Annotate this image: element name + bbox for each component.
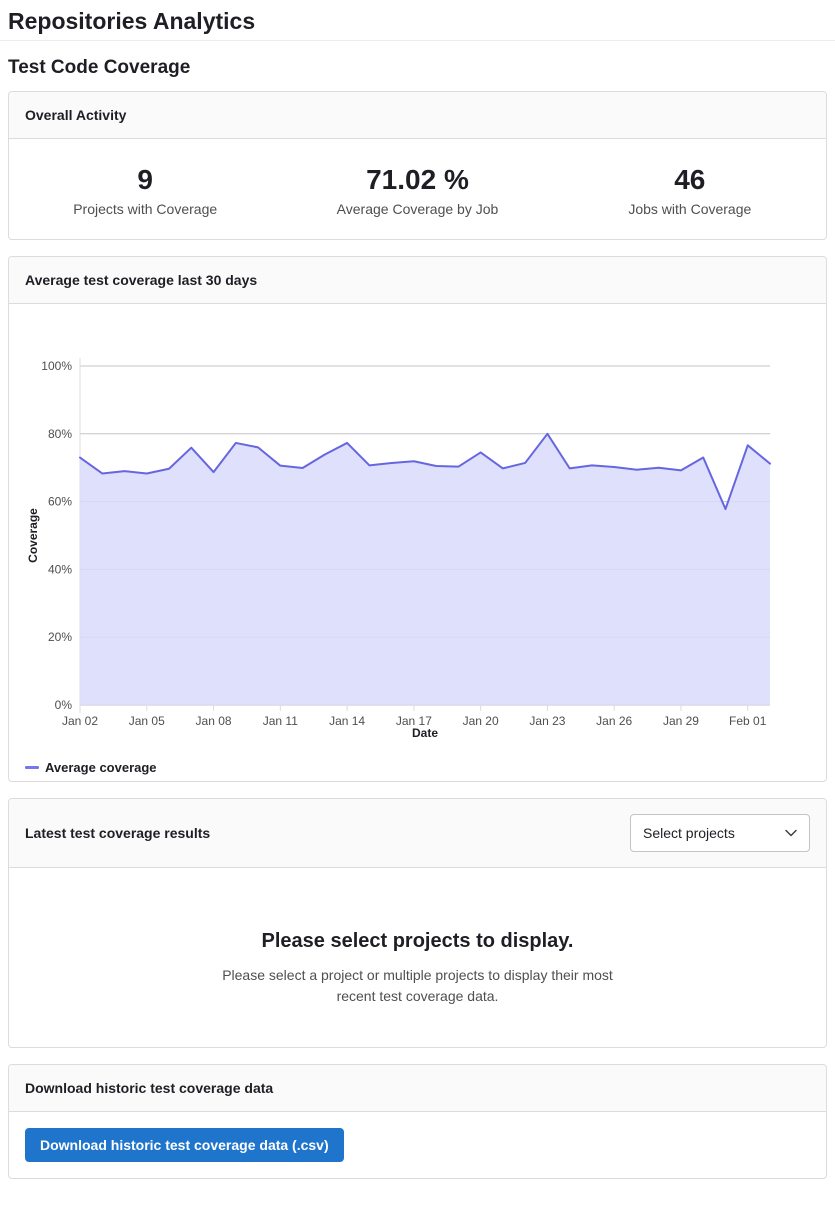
svg-text:Coverage: Coverage: [26, 507, 40, 562]
svg-text:0%: 0%: [55, 698, 73, 712]
svg-text:60%: 60%: [48, 494, 72, 508]
svg-text:Jan 14: Jan 14: [329, 714, 365, 728]
svg-text:Feb 01: Feb 01: [729, 714, 767, 728]
svg-text:Jan 02: Jan 02: [62, 714, 98, 728]
svg-text:Jan 08: Jan 08: [196, 714, 232, 728]
svg-text:Jan 29: Jan 29: [663, 714, 699, 728]
svg-text:40%: 40%: [48, 562, 72, 576]
svg-text:20%: 20%: [48, 630, 72, 644]
svg-text:Jan 20: Jan 20: [463, 714, 499, 728]
svg-text:100%: 100%: [41, 359, 72, 373]
svg-text:Jan 23: Jan 23: [529, 714, 565, 728]
svg-text:Jan 05: Jan 05: [129, 714, 165, 728]
svg-text:Date: Date: [412, 726, 438, 739]
svg-text:80%: 80%: [48, 426, 72, 440]
svg-text:Jan 26: Jan 26: [596, 714, 632, 728]
svg-text:Jan 11: Jan 11: [263, 714, 298, 728]
